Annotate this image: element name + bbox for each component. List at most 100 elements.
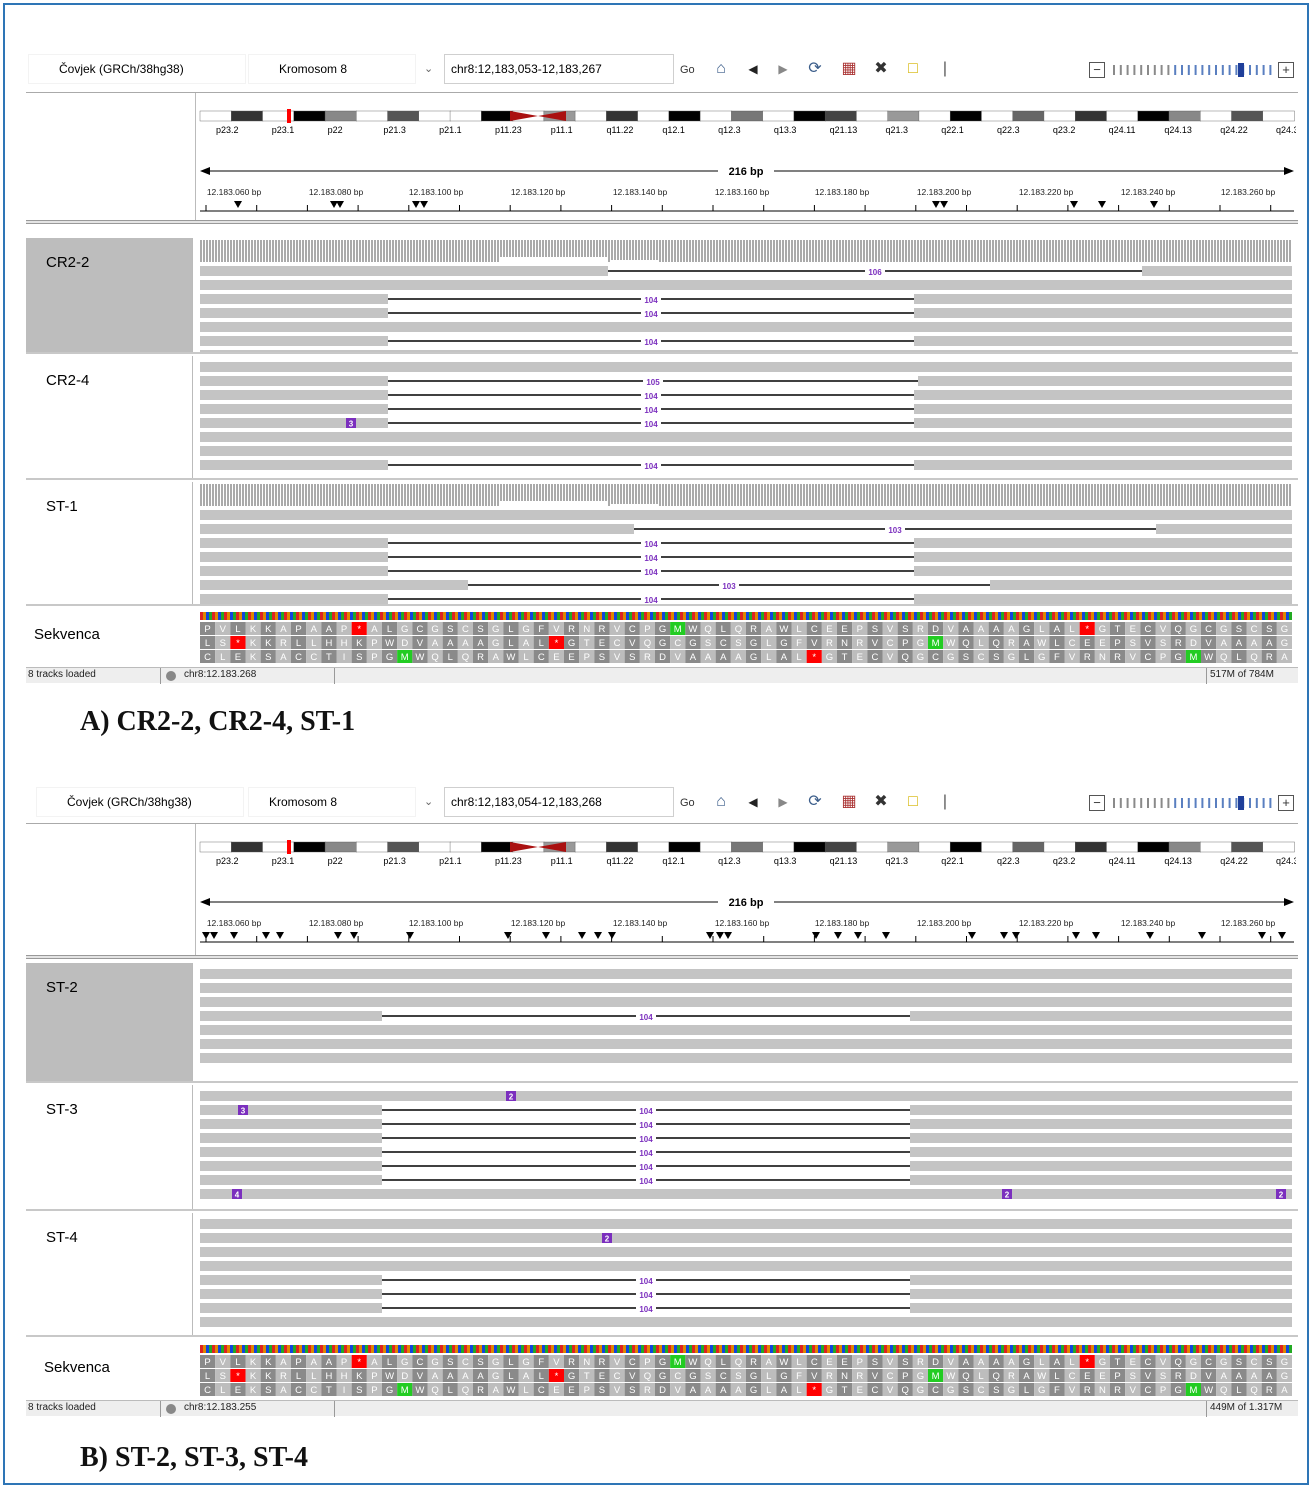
zoom-in-icon[interactable]: + bbox=[1278, 62, 1294, 78]
translation-canvas[interactable]: P V L K K A P A A P * A L G C G S C S G L G F V R N R V C P G M W Q L Q R A W L… bbox=[198, 1345, 1296, 1399]
zoom-slider[interactable] bbox=[1110, 63, 1276, 77]
base-block bbox=[356, 612, 359, 620]
locus-input[interactable]: chr8:12,183,054-12,183,268 bbox=[444, 787, 674, 817]
go-button[interactable]: Go bbox=[680, 797, 695, 809]
popup-info-icon[interactable]: □ bbox=[908, 793, 918, 810]
sequence-track-name[interactable]: Sekvenca bbox=[34, 626, 100, 643]
coverage-bar bbox=[1052, 240, 1054, 262]
base-block bbox=[239, 612, 242, 620]
resize-icon[interactable]: ✖ bbox=[874, 793, 888, 810]
coverage-bar bbox=[704, 240, 706, 262]
forward-arrow-icon[interactable]: ▶ bbox=[778, 795, 788, 809]
chevron-down-icon[interactable]: ⌄ bbox=[424, 63, 434, 75]
coverage-bar bbox=[782, 240, 784, 262]
amino-acid-cell bbox=[624, 1383, 640, 1396]
base-block bbox=[314, 612, 317, 620]
chromosome-dropdown[interactable]: Kromosom 8 bbox=[248, 787, 416, 817]
amino-acid-cell bbox=[488, 622, 504, 635]
amino-acid-cell bbox=[1261, 650, 1277, 663]
track-name[interactable]: CR2-4 bbox=[46, 372, 90, 389]
base-block bbox=[1286, 612, 1289, 620]
chevron-down-icon[interactable]: ⌄ bbox=[424, 796, 434, 808]
coverage-bar bbox=[1025, 484, 1027, 506]
coverage-bar bbox=[1238, 240, 1240, 262]
amino-acid-cell bbox=[397, 650, 413, 663]
zoom-slider[interactable] bbox=[1110, 796, 1276, 810]
alignment-track[interactable]: ST-1 103104104104103104104104 bbox=[26, 482, 1298, 606]
alignment-track[interactable]: ST-4 104 104 104 2 bbox=[26, 1213, 1298, 1337]
base-block bbox=[623, 1345, 626, 1353]
base-block bbox=[872, 1345, 875, 1353]
alignment-track[interactable]: CR2-4 105 104 104 104 104 3 bbox=[26, 356, 1298, 480]
coverage-bar bbox=[341, 484, 343, 506]
alignment-track[interactable]: ST-3 104 104 104 104 104 104 2 3 4 2 2 bbox=[26, 1085, 1298, 1211]
sequence-track-name[interactable]: Sekvenca bbox=[44, 1359, 110, 1376]
alignment-track[interactable]: ST-2 104 bbox=[26, 963, 1298, 1083]
forward-arrow-icon[interactable]: ▶ bbox=[778, 62, 788, 76]
refresh-icon[interactable]: ⟳ bbox=[808, 793, 822, 810]
amino-acid-cell bbox=[1246, 650, 1262, 663]
base-block bbox=[941, 612, 944, 620]
amino-acid-cell bbox=[230, 622, 246, 635]
zoom-out-icon[interactable]: − bbox=[1089, 62, 1105, 78]
back-arrow-icon[interactable]: ◀ bbox=[748, 62, 758, 76]
reads-canvas[interactable]: 104 bbox=[198, 963, 1296, 1081]
coverage-bar bbox=[752, 240, 754, 262]
ruler-icon[interactable]: ▦ bbox=[841, 60, 857, 77]
base-block bbox=[566, 1345, 569, 1353]
genome-dropdown[interactable]: Čovjek (GRCh/38hg38) bbox=[36, 787, 244, 817]
amino-acid-letter: G bbox=[1038, 1385, 1045, 1396]
coverage-bar bbox=[1160, 484, 1162, 506]
coverage-bar bbox=[992, 484, 994, 506]
track-name[interactable]: ST-4 bbox=[46, 1229, 78, 1246]
base-block bbox=[560, 612, 563, 620]
track-name[interactable]: ST-2 bbox=[46, 979, 78, 996]
genome-dropdown[interactable]: Čovjek (GRCh/38hg38) bbox=[28, 54, 246, 84]
popup-info-icon[interactable]: □ bbox=[908, 60, 918, 77]
track-name[interactable]: ST-3 bbox=[46, 1101, 78, 1118]
coverage-bar bbox=[569, 484, 571, 501]
coverage-bar bbox=[869, 240, 871, 262]
go-button[interactable]: Go bbox=[680, 64, 695, 76]
ideogram-ruler[interactable]: p23.2 p23.1 p22 p21.3 p21.1 p11.23 p11.1 q11.22… bbox=[198, 93, 1296, 219]
base-block bbox=[506, 1345, 509, 1353]
back-arrow-icon[interactable]: ◀ bbox=[748, 795, 758, 809]
amino-acid-cell bbox=[594, 636, 610, 649]
coverage-bar bbox=[794, 484, 796, 506]
base-block bbox=[530, 612, 533, 620]
ruler-icon[interactable]: ▦ bbox=[841, 793, 857, 810]
amino-acid-cell bbox=[351, 1383, 367, 1396]
amino-acid-letter: L bbox=[766, 1385, 771, 1396]
locus-input[interactable]: chr8:12,183,053-12,183,267 bbox=[444, 54, 674, 84]
coverage-bar bbox=[398, 240, 400, 262]
track-name[interactable]: CR2-2 bbox=[46, 254, 90, 271]
coverage-bar bbox=[818, 240, 820, 262]
amino-acid-cell bbox=[321, 1355, 337, 1368]
track-name[interactable]: ST-1 bbox=[46, 498, 78, 515]
ideogram-ruler[interactable]: p23.2 p23.1 p22 p21.3 p21.1 p11.23 p11.1 q11.22… bbox=[198, 824, 1296, 950]
sequence-track[interactable]: Sekvenca P V L K K A P A A P * A L G C G S C S G L G F V R N R V C P G… bbox=[26, 1341, 1298, 1399]
refresh-icon[interactable]: ⟳ bbox=[808, 60, 822, 77]
home-icon[interactable]: ⌂ bbox=[716, 793, 726, 810]
amino-acid-letter: * bbox=[812, 652, 816, 663]
zoom-tick bbox=[1174, 65, 1177, 75]
translation-canvas[interactable]: P V L K K A P A A P * A L G C G S C S G L G F V R N R V C P G M W Q L Q R A W L… bbox=[198, 612, 1296, 666]
coverage-bar bbox=[1073, 240, 1075, 262]
chromosome-dropdown[interactable]: Kromosom 8 bbox=[248, 54, 416, 84]
resize-icon[interactable]: ✖ bbox=[874, 60, 888, 77]
home-icon[interactable]: ⌂ bbox=[716, 60, 726, 77]
zoom-in-icon[interactable]: + bbox=[1278, 795, 1294, 811]
coverage-bar bbox=[1160, 240, 1162, 262]
sequence-track[interactable]: Sekvenca P V L K K A P A A P * A L G C G S C S G L G F V R N R V C P G… bbox=[26, 608, 1298, 666]
alignment-track[interactable]: CR2-2 106 104 104 104 bbox=[26, 238, 1298, 354]
coverage-bar bbox=[932, 484, 934, 506]
base-block bbox=[320, 612, 323, 620]
amino-acid-cell bbox=[1231, 1369, 1247, 1382]
zoom-out-icon[interactable]: − bbox=[1089, 795, 1105, 811]
amino-acid-cell bbox=[958, 1369, 974, 1382]
reads-canvas[interactable]: 103104104104103104104104 bbox=[198, 482, 1296, 604]
